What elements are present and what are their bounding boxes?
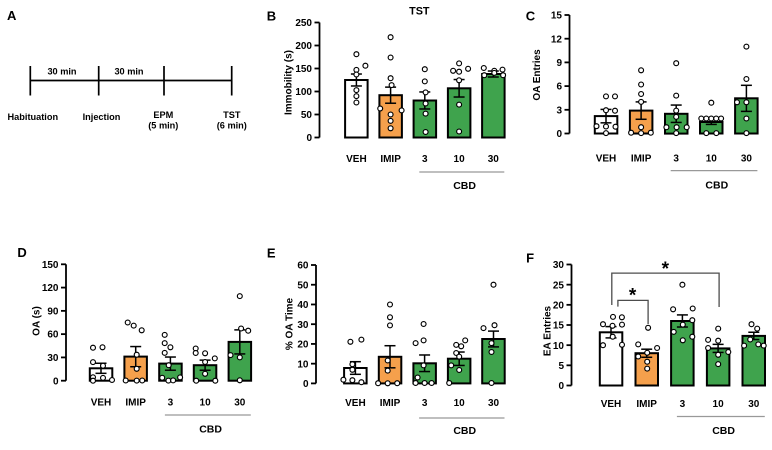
svg-text:10: 10 [553,341,565,352]
svg-text:VEH: VEH [596,154,617,165]
svg-text:30: 30 [488,154,500,165]
svg-text:0: 0 [303,379,309,390]
svg-text:10: 10 [297,359,309,370]
svg-text:TST: TST [409,6,430,18]
svg-text:60: 60 [297,261,309,272]
svg-text:3: 3 [422,398,428,409]
svg-text:150: 150 [42,260,59,271]
svg-text:50: 50 [301,110,313,121]
svg-text:3: 3 [422,154,428,165]
svg-text:3: 3 [556,105,562,116]
svg-text:30: 30 [488,398,500,409]
svg-text:(6 min): (6 min) [217,121,247,131]
svg-text:CBD: CBD [712,425,735,437]
svg-text:250: 250 [295,18,312,29]
svg-text:CBD: CBD [199,424,222,436]
svg-text:15: 15 [553,321,565,332]
svg-text:VEH: VEH [346,154,367,165]
svg-text:20: 20 [553,300,565,311]
svg-text:0: 0 [556,129,562,140]
svg-text:120: 120 [42,283,59,294]
svg-text:EA Entries: EA Entries [543,305,554,356]
svg-text:C: C [526,8,536,23]
svg-text:IMIP: IMIP [380,154,401,165]
svg-text:0: 0 [558,381,564,392]
svg-text:6: 6 [556,82,562,93]
svg-text:10: 10 [713,399,725,410]
svg-text:30 min: 30 min [114,67,143,77]
svg-text:30: 30 [553,260,565,271]
svg-text:5: 5 [558,361,564,372]
svg-text:9: 9 [556,58,562,69]
svg-text:CBD: CBD [453,180,476,192]
svg-text:30: 30 [47,353,59,364]
svg-text:IMIP: IMIP [636,399,657,410]
svg-text:Immobility (s): Immobility (s) [284,50,295,115]
svg-text:*: * [662,259,670,280]
svg-text:E: E [267,246,276,261]
svg-text:VEH: VEH [345,398,366,409]
svg-text:12: 12 [551,34,563,45]
svg-text:30: 30 [741,154,753,165]
svg-text:30: 30 [234,398,246,409]
svg-text:100: 100 [295,87,312,98]
svg-text:CBD: CBD [453,425,476,437]
svg-text:A: A [7,8,17,23]
svg-text:IMIP: IMIP [125,398,146,409]
svg-text:0: 0 [53,376,59,387]
svg-text:*: * [629,286,637,307]
svg-text:(5 min): (5 min) [148,121,178,131]
svg-text:15: 15 [551,11,563,22]
svg-text:VEH: VEH [91,398,112,409]
svg-text:25: 25 [553,280,565,291]
svg-text:10: 10 [200,398,212,409]
svg-text:OA Entries: OA Entries [532,49,543,101]
svg-text:OA (s): OA (s) [31,306,42,336]
svg-text:60: 60 [47,330,59,341]
svg-text:150: 150 [295,64,312,75]
svg-text:Injection: Injection [83,112,121,122]
svg-text:30: 30 [297,320,309,331]
svg-text:IMIP: IMIP [380,398,401,409]
svg-text:3: 3 [680,399,686,410]
svg-text:10: 10 [454,398,466,409]
svg-text:% OA Time: % OA Time [284,297,295,350]
svg-text:EPM: EPM [153,110,173,120]
svg-text:40: 40 [297,300,309,311]
svg-text:3: 3 [168,398,174,409]
svg-text:TST: TST [223,110,241,120]
svg-text:10: 10 [706,154,718,165]
svg-text:CBD: CBD [705,180,728,192]
svg-text:F: F [526,251,534,266]
svg-text:10: 10 [454,154,466,165]
svg-text:3: 3 [673,154,679,165]
svg-text:50: 50 [297,280,309,291]
svg-text:30 min: 30 min [47,67,76,77]
svg-text:IMIP: IMIP [631,154,652,165]
svg-text:20: 20 [297,340,309,351]
svg-text:90: 90 [47,306,59,317]
svg-text:Habituation: Habituation [8,112,59,122]
svg-text:0: 0 [306,133,312,144]
svg-text:VEH: VEH [601,399,622,410]
svg-text:D: D [17,245,26,260]
svg-text:30: 30 [748,399,760,410]
svg-text:200: 200 [295,41,312,52]
svg-text:B: B [267,8,276,23]
